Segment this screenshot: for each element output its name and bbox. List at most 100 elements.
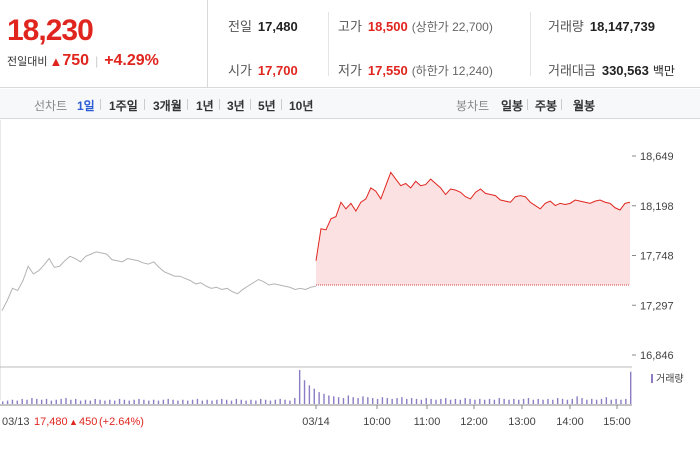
- volume-bar: [55, 399, 57, 404]
- volume-bar: [318, 392, 320, 404]
- volume-bar: [104, 400, 106, 404]
- volume-bar: [245, 400, 247, 404]
- volume-legend-label: 거래량: [656, 373, 684, 385]
- prev-price: 17,480: [34, 416, 68, 428]
- volume-bar: [620, 399, 622, 404]
- tab-divider: [250, 99, 251, 110]
- volume-bar: [333, 396, 335, 404]
- volume-bar: [410, 398, 413, 404]
- volume-bar: [133, 399, 135, 404]
- volume-bar: [522, 398, 525, 404]
- y-tick-label: 16,846: [640, 350, 674, 362]
- stat-label: 고가: [338, 19, 362, 34]
- volume-bar: [357, 398, 359, 404]
- tab-1week[interactable]: 1주일: [109, 99, 138, 113]
- volume-bar: [225, 399, 228, 404]
- up-arrow-icon: ▲: [49, 53, 63, 69]
- price-chart: 18,649 18,198 17,748 17,297 16,846 03/14 10:0…: [0, 120, 684, 428]
- stat-value: 330,563: [601, 63, 649, 78]
- today-line: [315, 171, 631, 261]
- volume-bar: [303, 380, 306, 404]
- divider: [530, 12, 531, 76]
- tab-daily-candle[interactable]: 일봉: [501, 99, 524, 113]
- x-tick-label: 10:00: [363, 416, 391, 428]
- volume-bar: [75, 398, 77, 404]
- x-tick-label: 13:00: [508, 416, 536, 428]
- tab-1year[interactable]: 1년: [196, 99, 214, 113]
- y-tick-label: 18,649: [640, 151, 674, 163]
- volume-bar: [445, 398, 447, 404]
- today-series: [315, 171, 631, 286]
- tab-10year[interactable]: 10년: [289, 99, 314, 113]
- y-axis: 18,649 18,198 17,748 17,297 16,846: [632, 151, 674, 362]
- volume-bar: [216, 399, 218, 404]
- volume-bar: [323, 393, 325, 404]
- volume-bar: [16, 400, 19, 404]
- y-tick-label: 18,198: [640, 201, 674, 213]
- volume-bar: [381, 397, 384, 404]
- volume-bar: [60, 398, 62, 404]
- volume-bar: [591, 398, 593, 404]
- volume-bar: [493, 399, 496, 404]
- stat-low: 저가 17,550 (하한가 12,240): [338, 60, 493, 79]
- x-tick-label: 14:00: [556, 416, 584, 428]
- volume-bar: [177, 400, 179, 404]
- tab-divider: [187, 99, 188, 110]
- y-tick-label: 17,748: [640, 251, 674, 263]
- volume-bar: [586, 399, 588, 404]
- volume-bar: [45, 398, 48, 404]
- volume-bar: [284, 399, 286, 404]
- change-row: 전일대비 ▲ 750 | +4.29%: [7, 52, 159, 70]
- volume-bar: [26, 399, 28, 404]
- price-header: 18,230 전일대비 ▲ 750 | +4.29% 전일 17,480 시가 17…: [0, 0, 700, 88]
- volume-bar: [610, 399, 612, 404]
- volume-bar: [581, 398, 583, 404]
- volume-bar: [84, 399, 87, 404]
- volume-bar: [6, 400, 9, 404]
- tab-3month[interactable]: 3개월: [153, 99, 182, 113]
- tab-5year[interactable]: 5년: [258, 99, 276, 113]
- stat-value: 17,480: [257, 19, 298, 34]
- tab-1day[interactable]: 1일: [77, 99, 95, 113]
- volume-bar: [89, 400, 92, 404]
- volume-bar: [503, 398, 505, 404]
- volume-bar: [298, 370, 301, 404]
- stat-volume: 거래량 18,147,739: [548, 16, 655, 35]
- volume-bar: [401, 397, 403, 404]
- tab-3year[interactable]: 3년: [227, 99, 245, 113]
- volume-bar: [498, 398, 500, 404]
- volume-bar: [430, 398, 432, 404]
- volume-bar: [21, 398, 23, 404]
- volume-bar: [221, 398, 223, 404]
- tab-monthly-candle[interactable]: 월봉: [573, 99, 596, 113]
- volume-bar: [396, 398, 398, 404]
- stat-label: 시가: [228, 63, 252, 78]
- tab-divider: [100, 99, 101, 110]
- x-axis: 03/14 10:00 11:00 12:00 13:00 14:00 15:00: [302, 405, 631, 428]
- volume-bar: [542, 399, 544, 404]
- x-tick-label: 12:00: [460, 416, 488, 428]
- volume-bar: [547, 398, 549, 404]
- tab-divider: [144, 99, 145, 110]
- volume-bar: [415, 398, 418, 404]
- volume-bar: [518, 399, 520, 404]
- volume-bar: [308, 385, 311, 404]
- prev-change: 450: [79, 416, 97, 428]
- volume-legend: 거래량: [651, 373, 684, 385]
- volume-bar: [459, 399, 462, 404]
- volume-bar: [143, 399, 145, 404]
- volume-bar: [99, 399, 101, 404]
- tab-divider: [281, 99, 282, 110]
- volume-bar: [576, 396, 578, 404]
- prev-day-series: [1, 251, 317, 311]
- volume-bar: [2, 401, 4, 404]
- y-tick-label: 17,297: [640, 300, 674, 312]
- tab-weekly-candle[interactable]: 주봉: [535, 99, 558, 113]
- volume-bar: [605, 397, 608, 404]
- today-area: [316, 172, 630, 286]
- stat-value: 17,700: [257, 63, 298, 78]
- volume-bar: [483, 399, 486, 404]
- volume-bar: [162, 399, 165, 404]
- volume-bar: [255, 400, 257, 404]
- volume-bar: [625, 398, 627, 404]
